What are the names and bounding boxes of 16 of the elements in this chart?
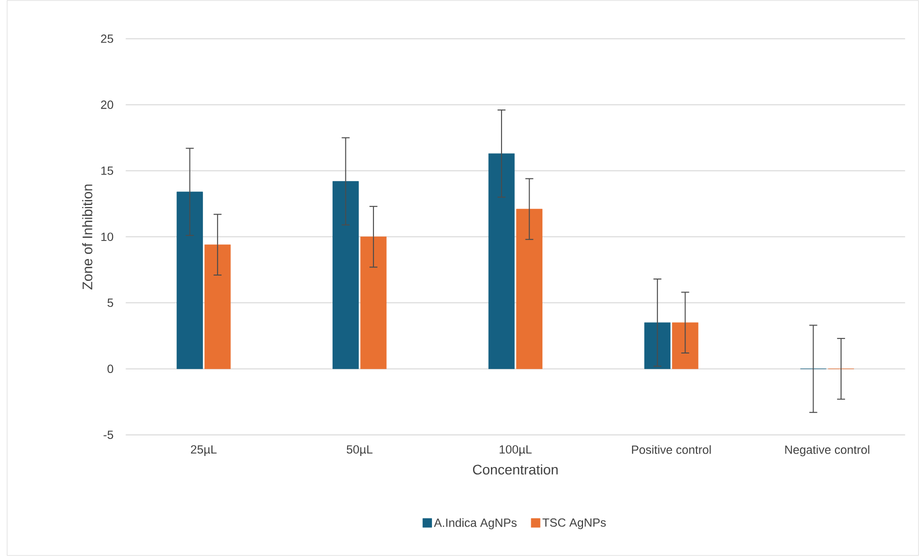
x-tick-label: 25µL (190, 445, 217, 456)
legend-label: TSC AgNPs (542, 518, 606, 530)
y-tick-label: 0 (108, 364, 114, 374)
y-tick-label: 20 (101, 100, 114, 109)
legend-label: A.Indica AgNPs (434, 518, 517, 530)
y-tick-label: 15 (101, 166, 114, 175)
x-tick-label: Positive control (632, 445, 711, 454)
y-tick-label: 25 (101, 34, 114, 43)
x-tick-label: 100µL (500, 445, 532, 456)
y-tick-label: -5 (104, 430, 114, 439)
x-axis-title: Concentration (473, 464, 558, 475)
x-tick-label: Negative control (785, 445, 870, 456)
y-tick-label: 5 (108, 298, 114, 307)
y-tick-label: 10 (101, 232, 114, 241)
y-axis-title: Zone of Inhibition (82, 184, 92, 290)
x-tick-label: 50µL (346, 445, 372, 456)
